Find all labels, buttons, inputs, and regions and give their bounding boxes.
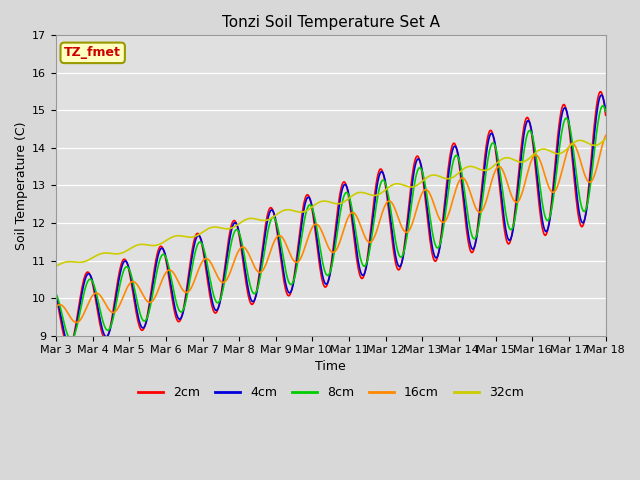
- 4cm: [175, 316, 183, 322]
- 2cm: [602, 112, 609, 118]
- Text: TZ_fmet: TZ_fmet: [64, 47, 121, 60]
- 32cm: [397, 181, 405, 187]
- 16cm: [73, 320, 81, 325]
- 8cm: [175, 307, 183, 313]
- Line: 8cm: 8cm: [56, 106, 605, 339]
- 4cm: [120, 260, 127, 266]
- 8cm: [120, 269, 127, 275]
- 4cm: [204, 275, 212, 281]
- 16cm: [52, 304, 60, 310]
- 4cm: [66, 343, 74, 348]
- 2cm: [596, 89, 604, 95]
- 32cm: [118, 250, 126, 256]
- 32cm: [62, 259, 70, 265]
- Line: 2cm: 2cm: [56, 92, 605, 348]
- Line: 32cm: 32cm: [56, 139, 605, 266]
- Legend: 2cm, 4cm, 8cm, 16cm, 32cm: 2cm, 4cm, 8cm, 16cm, 32cm: [133, 382, 529, 405]
- 16cm: [120, 294, 127, 300]
- 16cm: [399, 225, 406, 231]
- Line: 4cm: 4cm: [56, 95, 605, 346]
- 2cm: [120, 257, 127, 263]
- 8cm: [599, 103, 607, 108]
- 16cm: [62, 307, 70, 313]
- 16cm: [204, 256, 212, 262]
- Line: 16cm: 16cm: [56, 135, 605, 323]
- 4cm: [602, 108, 609, 114]
- 8cm: [204, 266, 212, 272]
- 8cm: [602, 108, 609, 114]
- 4cm: [399, 258, 406, 264]
- 8cm: [67, 336, 75, 342]
- 32cm: [175, 233, 182, 239]
- Y-axis label: Soil Temperature (C): Soil Temperature (C): [15, 121, 28, 250]
- 2cm: [204, 282, 212, 288]
- 2cm: [399, 257, 406, 263]
- 8cm: [52, 291, 60, 297]
- 32cm: [52, 264, 60, 269]
- 8cm: [62, 327, 70, 333]
- X-axis label: Time: Time: [316, 360, 346, 372]
- 4cm: [52, 291, 60, 297]
- 32cm: [204, 226, 211, 232]
- 8cm: [415, 166, 422, 172]
- 4cm: [415, 156, 422, 162]
- 4cm: [597, 92, 605, 98]
- 2cm: [415, 154, 422, 160]
- 32cm: [602, 136, 609, 142]
- 2cm: [62, 341, 70, 347]
- Title: Tonzi Soil Temperature Set A: Tonzi Soil Temperature Set A: [222, 15, 440, 30]
- 2cm: [65, 345, 73, 350]
- 2cm: [52, 293, 60, 299]
- 16cm: [175, 280, 183, 286]
- 4cm: [62, 336, 70, 342]
- 16cm: [415, 201, 422, 206]
- 32cm: [413, 182, 421, 188]
- 16cm: [602, 132, 609, 138]
- 8cm: [399, 253, 406, 259]
- 2cm: [175, 319, 183, 324]
